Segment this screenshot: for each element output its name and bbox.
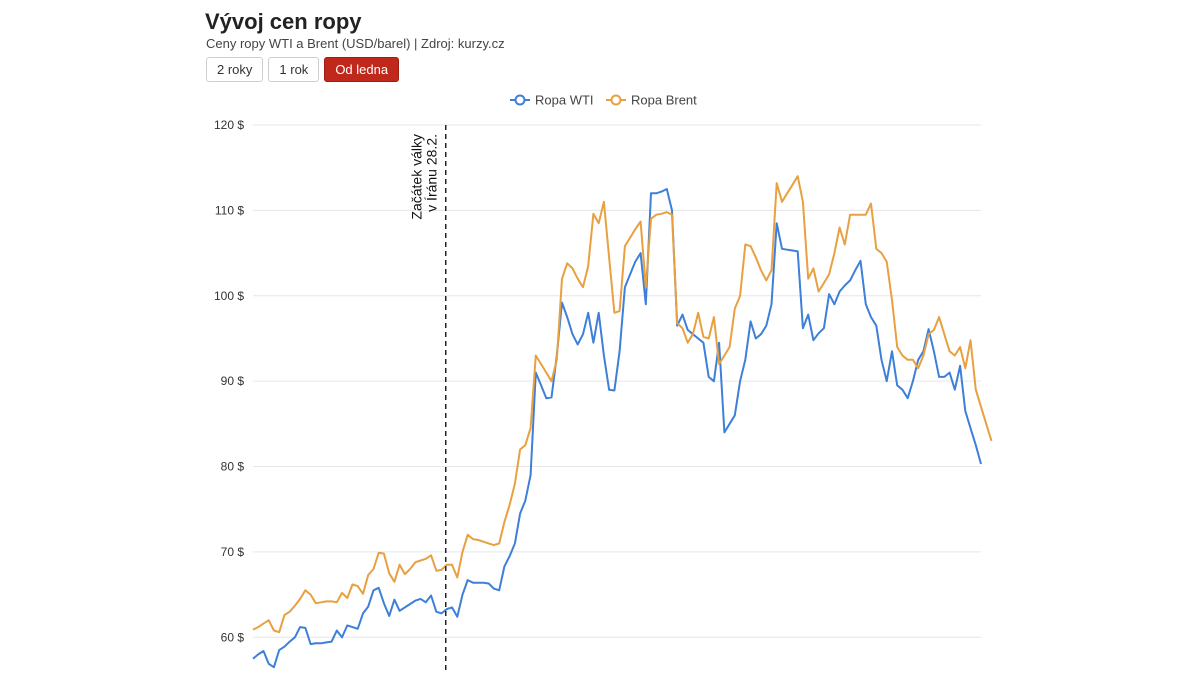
chart-legend: Ropa WTI Ropa Brent [510,93,697,108]
y-tick-label: 100 $ [214,289,244,303]
range-button-ytd[interactable]: Od ledna [324,57,400,82]
y-tick-label: 90 $ [221,374,245,388]
range-button-2y[interactable]: 2 roky [206,57,264,82]
y-axis: 60 $ 70 $ 80 $ 90 $ 100 $ 110 $ 120 $ [214,118,244,644]
page-title: Vývoj cen ropy [205,9,362,34]
page-subtitle: Ceny ropy WTI a Brent (USD/barel) | Zdro… [206,36,505,51]
y-tick-label: 120 $ [214,118,244,132]
series-line-wti [252,188,982,669]
y-tick-label: 110 $ [215,203,244,217]
legend-marker [514,94,526,106]
range-selector: 2 roky 1 rok Od ledna [206,57,400,82]
y-tick-label: 80 $ [221,460,245,474]
range-button-1y[interactable]: 1 rok [268,57,320,82]
war-start-label: Začátek válkyv Íránu 28.2. [409,134,440,220]
series-line-brent [252,175,993,634]
y-tick-label: 70 $ [221,545,245,559]
legend-label[interactable]: Ropa WTI [535,93,594,108]
y-tick-label: 60 $ [221,630,245,644]
chart-lines [252,175,993,669]
chart-grid [253,124,981,638]
legend-marker [610,94,622,106]
chart-annotation: Začátek válkyv Íránu 28.2. [409,125,447,674]
legend-label[interactable]: Ropa Brent [631,93,697,108]
